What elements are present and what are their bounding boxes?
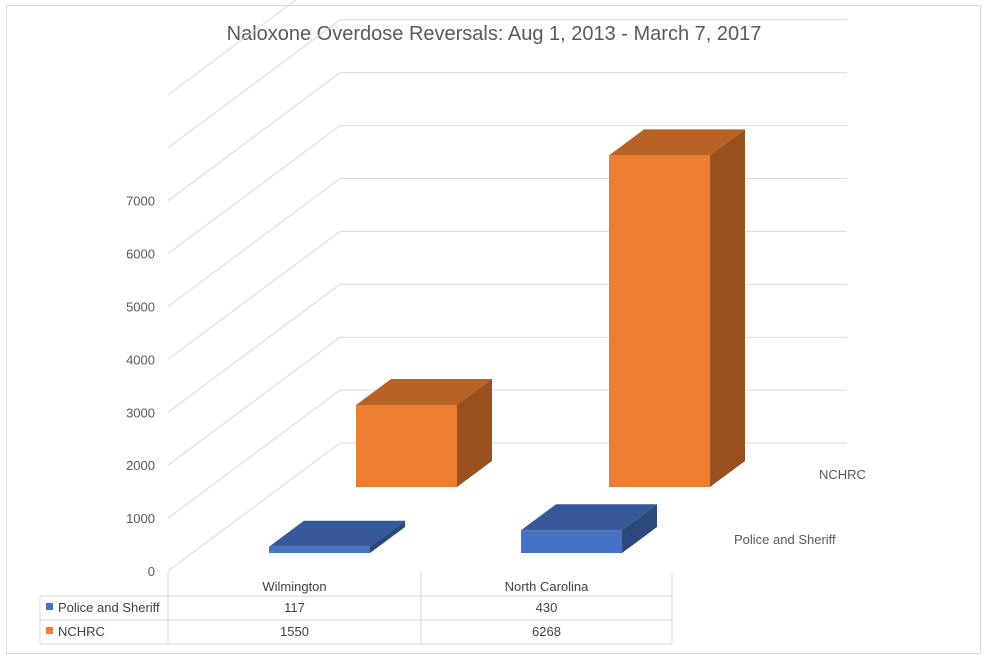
bar-side-face bbox=[457, 379, 492, 487]
bar-side-face bbox=[710, 129, 745, 488]
gridlines bbox=[167, 0, 847, 572]
y-tick-label: 7000 bbox=[126, 194, 155, 209]
bar-side-face bbox=[622, 504, 657, 553]
chart-frame bbox=[6, 5, 981, 654]
table-series-name: NCHRC bbox=[58, 624, 105, 639]
depth-axis-labels: Police and Sheriff NCHRC bbox=[734, 467, 866, 547]
table-header-category: North Carolina bbox=[505, 579, 590, 594]
table-cell-value: 1550 bbox=[280, 624, 309, 639]
gridline-side bbox=[167, 389, 341, 519]
chart-title: Naloxone Overdose Reversals: Aug 1, 2013… bbox=[227, 23, 762, 45]
gridline-side bbox=[167, 178, 341, 307]
y-tick-label: 0 bbox=[148, 564, 155, 579]
bar-top-face bbox=[356, 379, 492, 406]
bar-front-face bbox=[269, 546, 370, 553]
table-cell-value: 117 bbox=[284, 600, 305, 615]
gridline-side bbox=[167, 0, 297, 96]
bar-front-face bbox=[609, 155, 710, 488]
gridline-side bbox=[167, 230, 341, 360]
bars bbox=[269, 129, 745, 553]
y-tick-label: 6000 bbox=[126, 247, 155, 262]
y-tick-label: 4000 bbox=[126, 352, 155, 367]
gridline-side bbox=[167, 125, 341, 255]
gridline-side bbox=[167, 442, 341, 572]
gridline-side bbox=[167, 283, 341, 413]
bar-top-face bbox=[269, 520, 405, 547]
y-axis-labels: 0 1000 2000 3000 4000 5000 6000 7000 bbox=[126, 194, 155, 579]
bar-nchrc-wilmington bbox=[356, 379, 492, 487]
table-header-category: Wilmington bbox=[262, 579, 326, 594]
series-axis-label: Police and Sheriff bbox=[734, 532, 836, 547]
series-axis-label: NCHRC bbox=[819, 467, 866, 482]
bar-police-and-sheriff-wilmington bbox=[269, 520, 405, 553]
bar-top-face bbox=[609, 129, 745, 156]
bar-front-face bbox=[356, 405, 457, 487]
bar-nchrc-north-carolina bbox=[609, 129, 745, 488]
bar-side-face bbox=[370, 520, 405, 553]
table-cell-value: 430 bbox=[536, 600, 558, 615]
legend-key bbox=[46, 627, 53, 634]
table-series-name: Police and Sheriff bbox=[58, 600, 160, 615]
gridline-side bbox=[167, 336, 341, 466]
data-table: Wilmington North Carolina Police and Sheri… bbox=[39, 572, 673, 645]
y-tick-label: 2000 bbox=[126, 458, 155, 473]
y-tick-label: 3000 bbox=[126, 405, 155, 420]
gridline-side bbox=[167, 19, 341, 149]
y-tick-label: 5000 bbox=[126, 300, 155, 315]
table-cell-value: 6268 bbox=[532, 624, 561, 639]
gridline-side bbox=[167, 72, 341, 202]
bar-top-face bbox=[521, 504, 657, 531]
legend-key bbox=[46, 603, 53, 610]
bar-front-face bbox=[521, 530, 622, 553]
bar-police-and-sheriff-north-carolina bbox=[521, 504, 657, 553]
y-tick-label: 1000 bbox=[126, 511, 155, 526]
